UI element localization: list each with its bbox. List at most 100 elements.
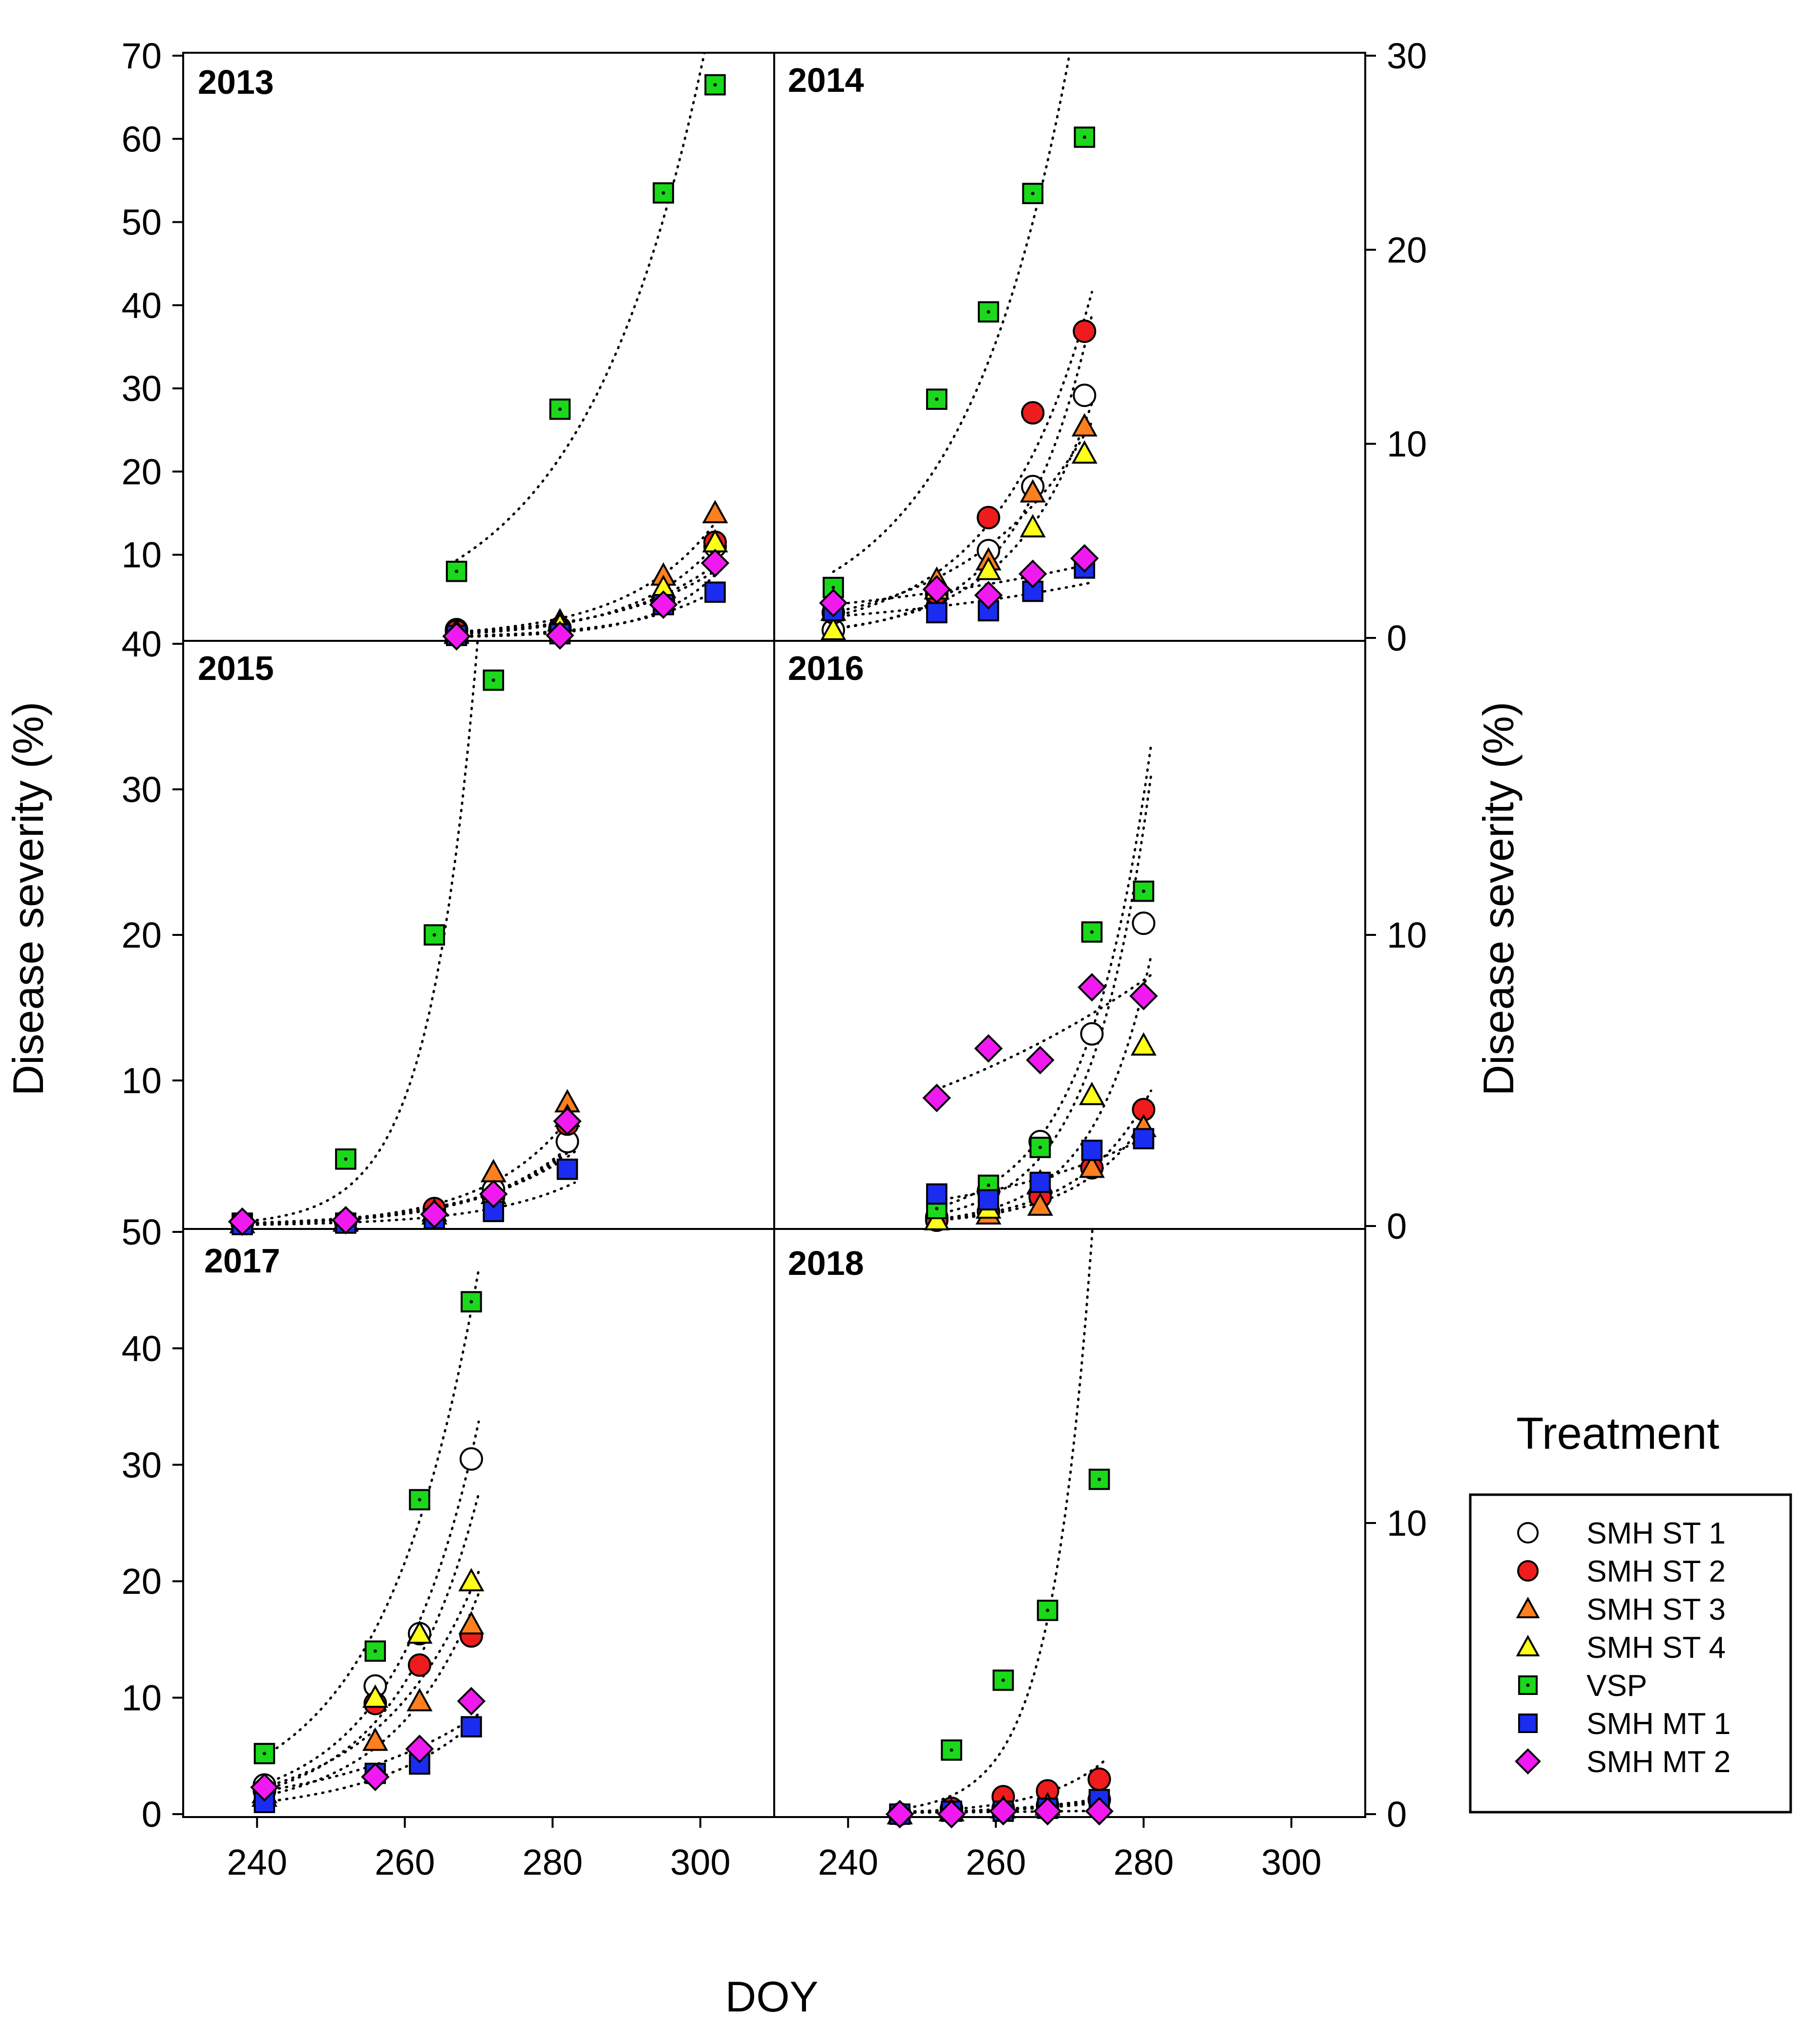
- panel-2013-y-tick-label: 40: [122, 285, 162, 326]
- axis-ticks: [172, 55, 1376, 1828]
- panel-2016-point-vsp-center-dot: [1090, 930, 1094, 934]
- panel-2015-trend-smh-st-1: [241, 1145, 576, 1226]
- panel-2015-trend-smh-st-3: [241, 1109, 576, 1225]
- legend-marker-smh-st-1: [1517, 1522, 1539, 1544]
- panel-2016-point-vsp-center-dot: [987, 1184, 991, 1187]
- panel-2013-trend-vsp: [455, 53, 706, 562]
- panel-2018-point-smh-mt-2: [885, 1799, 914, 1829]
- panel-2018-point-smh-mt-2: [989, 1797, 1018, 1826]
- panel-year-2013: 2013: [198, 63, 274, 101]
- panel-2015-y-tick-label: 10: [122, 1060, 162, 1101]
- panel-2017-trend-smh-mt-1: [263, 1717, 480, 1803]
- legend-title: Treatment: [1516, 1409, 1719, 1459]
- panel-2015-y-tick-label: 40: [122, 624, 162, 664]
- panel-2016-point-smh-mt-2: [1078, 973, 1106, 1002]
- panel-2016-y-tick-label: 10: [1387, 915, 1427, 955]
- panel-2014-trend-smh-st-2: [832, 291, 1093, 618]
- panel-2015-point-vsp-center-dot: [432, 933, 436, 937]
- panel-2016-trend-smh-mt-2: [935, 973, 1152, 1091]
- panel-2015-point-vsp-center-dot: [344, 1157, 348, 1161]
- panel-2015-point-smh-mt-2: [479, 1180, 508, 1208]
- panel-2013-trend-smh-mt-2: [455, 566, 724, 638]
- panel-2013-trend-smh-st-2: [455, 557, 724, 634]
- panel-2016-point-smh-mt-2: [1026, 1046, 1055, 1075]
- panel-2015-trend-smh-st-2: [241, 1140, 576, 1226]
- panel-2015-point-vsp-center-dot: [491, 678, 495, 682]
- panel-2017-point-smh-mt-2: [405, 1735, 434, 1763]
- panel-2014-point-smh-st-2: [1021, 401, 1045, 425]
- panel-2014-point-smh-mt-1: [926, 602, 948, 624]
- panel-2013-trend-smh-st-3: [455, 511, 724, 634]
- panel-2017-y-tick-label: 30: [122, 1445, 162, 1485]
- panel-year-2015: 2015: [198, 649, 274, 687]
- panel-2013-y-tick-label: 20: [122, 451, 162, 492]
- panel-2017-x-tick-label: 260: [375, 1842, 435, 1883]
- panel-2013-y-tick-label: 70: [122, 36, 162, 76]
- panel-2013-point-smh-mt-1: [704, 581, 726, 603]
- panel-2014-point-smh-mt-2: [1018, 559, 1047, 589]
- panel-2016-point-smh-st-4: [1079, 1081, 1105, 1105]
- legend-label-smh-st-2: SMH ST 2: [1587, 1555, 1726, 1588]
- panel-2015-point-smh-mt-2: [420, 1200, 449, 1229]
- panel-2017-point-smh-mt-2: [457, 1687, 486, 1715]
- panel-2017-point-vsp-center-dot: [373, 1649, 377, 1653]
- panel-2016-trend-smh-st-4: [935, 955, 1152, 1221]
- panel-2015-y-tick-label: 20: [122, 915, 162, 955]
- panel-2018-point-vsp: [1088, 1468, 1110, 1490]
- panel-2017-point-smh-st-3: [362, 1727, 388, 1751]
- panel-2014-point-smh-st-4: [820, 616, 847, 640]
- panel-2014-point-smh-st-3: [1071, 413, 1098, 437]
- panel-2016-point-smh-st-1: [1132, 911, 1156, 935]
- panel-2017-point-smh-mt-2: [250, 1773, 279, 1802]
- panel-2016-point-smh-mt-2: [922, 1083, 951, 1112]
- legend-label-smh-st-4: SMH ST 4: [1587, 1631, 1726, 1665]
- panel-2016-point-smh-st-3: [1027, 1192, 1053, 1216]
- panel-2017-trend-smh-st-2: [263, 1570, 480, 1788]
- panel-year-2018: 2018: [788, 1244, 864, 1282]
- panel-2017-trend-smh-st-4: [263, 1492, 480, 1791]
- panel-2016-point-smh-mt-1: [926, 1183, 948, 1205]
- legend-marker-smh-st-2: [1517, 1560, 1539, 1582]
- panel-2015-y-tick-label: 30: [122, 769, 162, 810]
- panel-2018-x-tick-label: 300: [1261, 1842, 1321, 1883]
- panel-2014-point-vsp-center-dot: [1031, 191, 1035, 195]
- panel-2016-point-smh-st-4: [1130, 1032, 1157, 1056]
- data-points: [228, 74, 1158, 1829]
- panel-2014-point-smh-mt-2: [819, 589, 848, 617]
- panel-2018-x-tick-label: 240: [818, 1842, 878, 1883]
- panel-year-2014: 2014: [788, 61, 864, 99]
- panel-2014-point-vsp-center-dot: [987, 310, 991, 314]
- panel-2017-y-tick-label: 10: [122, 1678, 162, 1718]
- panel-2013-point-vsp-center-dot: [455, 570, 459, 573]
- panel-2016-point-smh-mt-2: [1129, 981, 1158, 1011]
- panel-2016-point-smh-st-3: [1079, 1154, 1105, 1178]
- panel-2017-point-vsp-center-dot: [469, 1300, 473, 1304]
- panel-2017-trend-smh-st-1: [263, 1420, 480, 1785]
- panel-2013-y-tick-label: 50: [122, 202, 162, 243]
- panel-2013-point-vsp-center-dot: [661, 191, 665, 195]
- panel-2017-point-smh-st-3: [406, 1688, 433, 1712]
- panel-2016-point-vsp: [1081, 921, 1103, 943]
- panel-2018-point-smh-mt-2: [1085, 1797, 1114, 1826]
- panel-2014-point-vsp-center-dot: [1082, 135, 1086, 139]
- panel-2014-point-smh-st-3: [1019, 479, 1046, 503]
- panel-2016-point-smh-mt-2: [974, 1034, 1003, 1063]
- panel-2013-point-vsp-center-dot: [713, 83, 717, 87]
- panel-2017-y-tick-label: 20: [122, 1561, 162, 1602]
- panel-2017-point-smh-st-1: [459, 1447, 483, 1471]
- panel-2015-point-smh-mt-2: [228, 1207, 257, 1236]
- panel-2018-y-tick-label: 0: [1387, 1794, 1407, 1835]
- panel-2017-point-smh-st-4: [406, 1620, 433, 1644]
- panel-2017-y-tick-label: 0: [142, 1794, 162, 1835]
- panel-2014-point-vsp-center-dot: [935, 397, 939, 401]
- panel-2015-trend-smh-st-4: [241, 1142, 576, 1226]
- panel-2014-point-smh-mt-2: [1070, 544, 1099, 573]
- panel-2016-point-smh-mt-1: [1133, 1128, 1155, 1149]
- panel-2013-point-smh-mt-2: [442, 622, 471, 651]
- panel-2017-x-tick-label: 280: [523, 1842, 583, 1883]
- panel-2014-point-smh-st-4: [975, 556, 1002, 580]
- panel-2017-point-smh-st-4: [362, 1684, 388, 1708]
- panel-2017-point-smh-st-2: [408, 1653, 431, 1677]
- panel-2014-point-smh-st-4: [1071, 440, 1098, 464]
